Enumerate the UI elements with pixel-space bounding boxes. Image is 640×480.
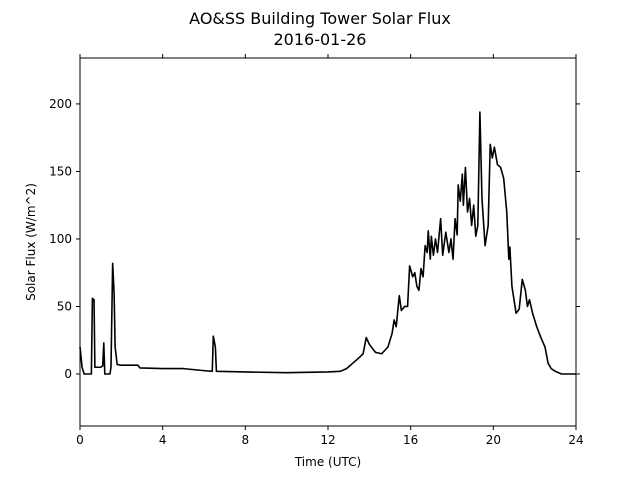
x-axis-label: Time (UTC) [294,455,361,469]
x-tick-label: 0 [76,433,84,447]
x-tick-label: 8 [242,433,250,447]
y-tick-label: 150 [49,164,72,178]
x-tick-label: 4 [159,433,167,447]
chart-subtitle: 2016-01-26 [274,30,367,49]
plot-frame [79,57,577,427]
x-tick-label: 16 [403,433,418,447]
x-tick-label: 20 [486,433,501,447]
y-tick-label: 50 [57,299,72,313]
y-axis-label: Solar Flux (W/m^2) [24,183,38,301]
x-tick-label: 24 [568,433,583,447]
y-tick-label: 0 [64,367,72,381]
x-tick-label: 12 [320,433,335,447]
y-tick-label: 200 [49,97,72,111]
chart-title: AO&SS Building Tower Solar Flux [189,9,451,28]
y-tick-label: 100 [49,232,72,246]
flux-line [79,111,576,375]
